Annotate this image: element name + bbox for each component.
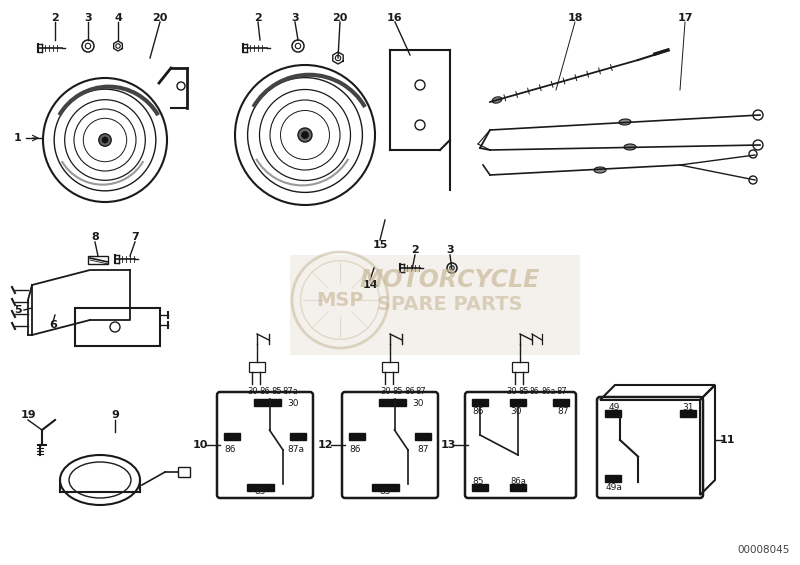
Bar — [254, 399, 282, 406]
Text: MOTORCYCLE: MOTORCYCLE — [360, 268, 540, 292]
Text: 86: 86 — [530, 388, 540, 397]
Ellipse shape — [594, 167, 606, 173]
Text: 85: 85 — [518, 388, 529, 397]
Text: 18: 18 — [567, 13, 582, 23]
Bar — [415, 433, 431, 440]
Bar — [680, 410, 696, 417]
Bar — [605, 475, 621, 482]
Text: 12: 12 — [318, 440, 333, 450]
Bar — [512, 362, 528, 372]
Text: 86a: 86a — [510, 476, 526, 485]
Text: 15: 15 — [372, 240, 388, 250]
Ellipse shape — [619, 119, 631, 125]
Text: 87: 87 — [556, 388, 566, 397]
Bar — [372, 484, 399, 491]
Text: 86a: 86a — [541, 388, 555, 397]
Text: 30: 30 — [412, 398, 424, 407]
Text: 7: 7 — [131, 232, 139, 242]
Text: 31: 31 — [682, 402, 694, 411]
Bar — [249, 362, 265, 372]
Ellipse shape — [492, 97, 502, 103]
Bar — [510, 484, 526, 491]
Text: 9: 9 — [111, 410, 119, 420]
Bar — [510, 399, 526, 406]
Text: 87a: 87a — [282, 388, 298, 397]
Bar — [75, 308, 160, 346]
Bar — [472, 484, 488, 491]
Text: 2: 2 — [51, 13, 59, 23]
Text: 86: 86 — [404, 388, 414, 397]
Text: 30: 30 — [247, 388, 258, 397]
Text: 17: 17 — [678, 13, 693, 23]
Text: 49: 49 — [608, 402, 620, 411]
Text: 5: 5 — [14, 305, 22, 315]
Text: 85: 85 — [472, 476, 483, 485]
Text: 87a: 87a — [287, 445, 304, 454]
Bar — [382, 362, 398, 372]
Text: 85: 85 — [380, 486, 391, 496]
Text: 00008045: 00008045 — [738, 545, 790, 555]
Text: 85: 85 — [392, 388, 402, 397]
Text: 3: 3 — [291, 13, 299, 23]
Bar — [379, 399, 406, 406]
Text: SPARE PARTS: SPARE PARTS — [378, 295, 522, 315]
Text: 49a: 49a — [606, 483, 622, 492]
Text: 20: 20 — [152, 13, 168, 23]
Bar — [605, 410, 621, 417]
Text: 10: 10 — [192, 440, 208, 450]
Text: 16: 16 — [387, 13, 403, 23]
Text: 8: 8 — [91, 232, 99, 242]
Text: 4: 4 — [114, 13, 122, 23]
Bar — [88, 256, 108, 264]
Text: MSP: MSP — [316, 290, 364, 310]
Circle shape — [298, 128, 312, 142]
Text: 86: 86 — [349, 445, 361, 454]
Bar — [290, 255, 580, 355]
Circle shape — [102, 137, 108, 143]
Bar — [224, 433, 240, 440]
Text: 1: 1 — [14, 133, 22, 143]
Text: 87: 87 — [415, 388, 426, 397]
Bar — [178, 467, 190, 477]
Text: 30: 30 — [506, 388, 517, 397]
Text: 2: 2 — [254, 13, 262, 23]
Text: 85: 85 — [254, 486, 266, 496]
Bar — [472, 399, 488, 406]
Circle shape — [99, 134, 111, 146]
Text: 19: 19 — [20, 410, 36, 420]
Text: 86: 86 — [472, 406, 483, 415]
Text: 87: 87 — [558, 406, 569, 415]
Text: 6: 6 — [49, 320, 57, 330]
Text: 3: 3 — [84, 13, 92, 23]
Text: 3: 3 — [446, 245, 454, 255]
Text: 13: 13 — [440, 440, 456, 450]
Text: 87: 87 — [418, 445, 429, 454]
Bar — [553, 399, 569, 406]
Text: 86: 86 — [224, 445, 235, 454]
Text: 30: 30 — [510, 406, 522, 415]
Text: 14: 14 — [362, 280, 378, 290]
Bar — [247, 484, 274, 491]
Bar — [290, 433, 306, 440]
Text: 30: 30 — [287, 398, 298, 407]
Text: 20: 20 — [332, 13, 348, 23]
Text: 30: 30 — [380, 388, 390, 397]
Text: 11: 11 — [719, 435, 734, 445]
Text: 2: 2 — [411, 245, 419, 255]
Ellipse shape — [624, 144, 636, 150]
Text: 85: 85 — [271, 388, 282, 397]
Circle shape — [302, 132, 309, 138]
Bar — [349, 433, 365, 440]
Text: 86: 86 — [259, 388, 270, 397]
